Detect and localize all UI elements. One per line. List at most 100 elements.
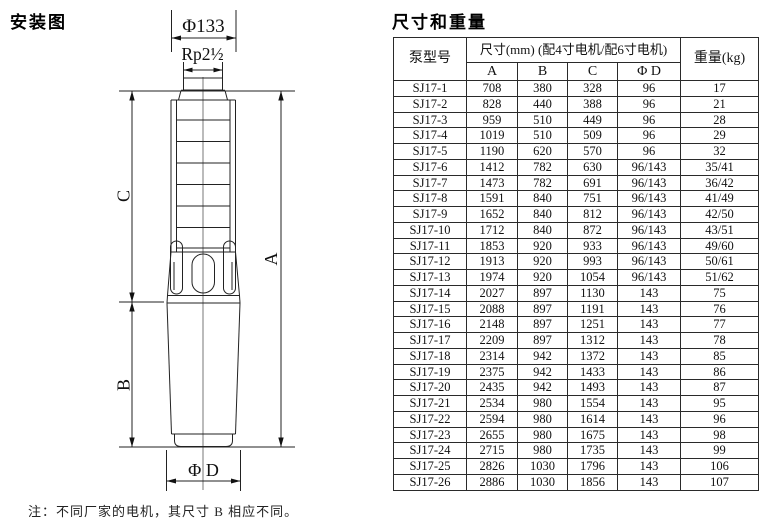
table-row: SJ17-5 1190 620 570 96 32 bbox=[393, 143, 760, 160]
table-row: SJ17-6 1412 782 630 96/143 35/41 bbox=[393, 158, 760, 176]
cell-dim-a: 1190 bbox=[466, 143, 518, 160]
cell-model: SJ17-12 bbox=[393, 253, 467, 270]
cell-dim-c: 691 bbox=[567, 174, 618, 192]
cell-weight: 43/51 bbox=[680, 221, 760, 239]
installation-diagram: Φ133 Rp2½ bbox=[114, 10, 295, 491]
cell-dim-b: 897 bbox=[517, 300, 568, 318]
label-dim-c: C bbox=[114, 190, 134, 202]
cell-dim-a: 2534 bbox=[466, 395, 518, 412]
cell-dim-b: 980 bbox=[517, 410, 568, 428]
motor-bottom-cap bbox=[174, 434, 233, 447]
table-row: SJ17-21 2534 980 1554 143 95 bbox=[393, 395, 760, 412]
cell-dim-d: 96/143 bbox=[616, 237, 682, 255]
table-row: SJ17-4 1019 510 509 96 29 bbox=[393, 127, 760, 144]
dim-a: A bbox=[261, 91, 284, 447]
table-row: SJ17-26 2886 1030 1856 143 107 bbox=[393, 473, 760, 491]
cell-dim-b: 510 bbox=[517, 111, 568, 129]
cell-model: SJ17-3 bbox=[393, 111, 467, 129]
cell-dim-b: 620 bbox=[517, 143, 568, 160]
cell-dim-d: 143 bbox=[616, 332, 682, 349]
cell-model: SJ17-25 bbox=[393, 458, 467, 475]
cell-model: SJ17-18 bbox=[393, 347, 467, 365]
cell-dim-c: 1796 bbox=[567, 458, 618, 475]
cell-dim-d: 143 bbox=[616, 363, 682, 381]
cell-dim-a: 2148 bbox=[466, 316, 518, 333]
cell-dim-b: 897 bbox=[517, 316, 568, 333]
cell-dim-a: 959 bbox=[466, 111, 518, 129]
cell-dim-b: 942 bbox=[517, 347, 568, 365]
cell-weight: 95 bbox=[680, 395, 760, 412]
table-row: SJ17-3 959 510 449 96 28 bbox=[393, 111, 760, 129]
intake-slot-left bbox=[170, 240, 183, 295]
cell-model: SJ17-21 bbox=[393, 395, 467, 412]
header-weight: 重量(kg) bbox=[680, 37, 760, 81]
cell-weight: 96 bbox=[680, 410, 760, 428]
cell-weight: 35/41 bbox=[680, 158, 760, 176]
cell-dim-d: 96 bbox=[616, 95, 682, 113]
cell-dim-c: 872 bbox=[567, 221, 618, 239]
cell-dim-c: 1191 bbox=[567, 300, 618, 318]
cell-dim-d: 143 bbox=[616, 410, 682, 428]
cell-weight: 41/49 bbox=[680, 190, 760, 207]
table-row: SJ17-2 828 440 388 96 21 bbox=[393, 95, 760, 113]
cell-model: SJ17-5 bbox=[393, 143, 467, 160]
cell-weight: 87 bbox=[680, 379, 760, 396]
cell-model: SJ17-2 bbox=[393, 95, 467, 113]
cell-dim-d: 143 bbox=[616, 458, 682, 475]
cell-dim-c: 1735 bbox=[567, 442, 618, 459]
cell-weight: 106 bbox=[680, 458, 760, 475]
table-row: SJ17-11 1853 920 933 96/143 49/60 bbox=[393, 237, 760, 255]
cell-dim-a: 2655 bbox=[466, 426, 518, 444]
cell-dim-d: 143 bbox=[616, 473, 682, 491]
cell-dim-d: 96 bbox=[616, 127, 682, 144]
cell-weight: 42/50 bbox=[680, 206, 760, 223]
cell-weight: 76 bbox=[680, 300, 760, 318]
cell-model: SJ17-10 bbox=[393, 221, 467, 239]
cell-model: SJ17-20 bbox=[393, 379, 467, 396]
cell-dim-d: 143 bbox=[616, 442, 682, 459]
cell-dim-a: 828 bbox=[466, 95, 518, 113]
cell-dim-c: 1614 bbox=[567, 410, 618, 428]
cell-dim-c: 1433 bbox=[567, 363, 618, 381]
cell-dim-c: 933 bbox=[567, 237, 618, 255]
cell-dim-b: 897 bbox=[517, 284, 568, 302]
cell-dim-b: 980 bbox=[517, 426, 568, 444]
table-row: SJ17-7 1473 782 691 96/143 36/42 bbox=[393, 174, 760, 192]
table-row: SJ17-15 2088 897 1191 143 76 bbox=[393, 300, 760, 318]
header-dim-b: B bbox=[517, 62, 568, 81]
cell-dim-d: 143 bbox=[616, 316, 682, 333]
cell-model: SJ17-8 bbox=[393, 190, 467, 207]
cell-dim-d: 96 bbox=[616, 111, 682, 129]
intake-slot-center bbox=[191, 253, 215, 294]
dim-thread: Rp2½ bbox=[181, 44, 224, 90]
footnote: 注：不同厂家的电机，其尺寸 B 相应不同。 bbox=[28, 504, 299, 519]
cell-dim-c: 328 bbox=[567, 80, 618, 97]
cell-dim-a: 1652 bbox=[466, 206, 518, 223]
cell-dim-b: 980 bbox=[517, 442, 568, 459]
cell-weight: 51/62 bbox=[680, 269, 760, 286]
cell-dim-c: 812 bbox=[567, 206, 618, 223]
table-row: SJ17-24 2715 980 1735 143 99 bbox=[393, 442, 760, 459]
dim-top-diameter: Φ133 bbox=[171, 10, 237, 52]
cell-dim-c: 1312 bbox=[567, 332, 618, 349]
cell-model: SJ17-24 bbox=[393, 442, 467, 459]
cell-dim-a: 2594 bbox=[466, 410, 518, 428]
cell-dim-d: 96/143 bbox=[616, 253, 682, 270]
cell-dim-b: 1030 bbox=[517, 458, 568, 475]
cell-model: SJ17-19 bbox=[393, 363, 467, 381]
cell-dim-d: 96/143 bbox=[616, 158, 682, 176]
cell-weight: 75 bbox=[680, 284, 760, 302]
cell-weight: 49/60 bbox=[680, 237, 760, 255]
cell-dim-b: 942 bbox=[517, 363, 568, 381]
cell-dim-d: 96 bbox=[616, 80, 682, 97]
cell-dim-b: 440 bbox=[517, 95, 568, 113]
table-row: SJ17-18 2314 942 1372 143 85 bbox=[393, 347, 760, 365]
cell-dim-d: 143 bbox=[616, 347, 682, 365]
cell-dim-c: 1130 bbox=[567, 284, 618, 302]
cell-dim-c: 1675 bbox=[567, 426, 618, 444]
spec-table-body: SJ17-1 708 380 328 96 17 SJ17-2 828 440 388 96 21 SJ… bbox=[393, 80, 760, 491]
cell-dim-a: 1412 bbox=[466, 158, 518, 176]
cell-model: SJ17-13 bbox=[393, 269, 467, 286]
cell-dim-c: 509 bbox=[567, 127, 618, 144]
cell-dim-a: 1019 bbox=[466, 127, 518, 144]
